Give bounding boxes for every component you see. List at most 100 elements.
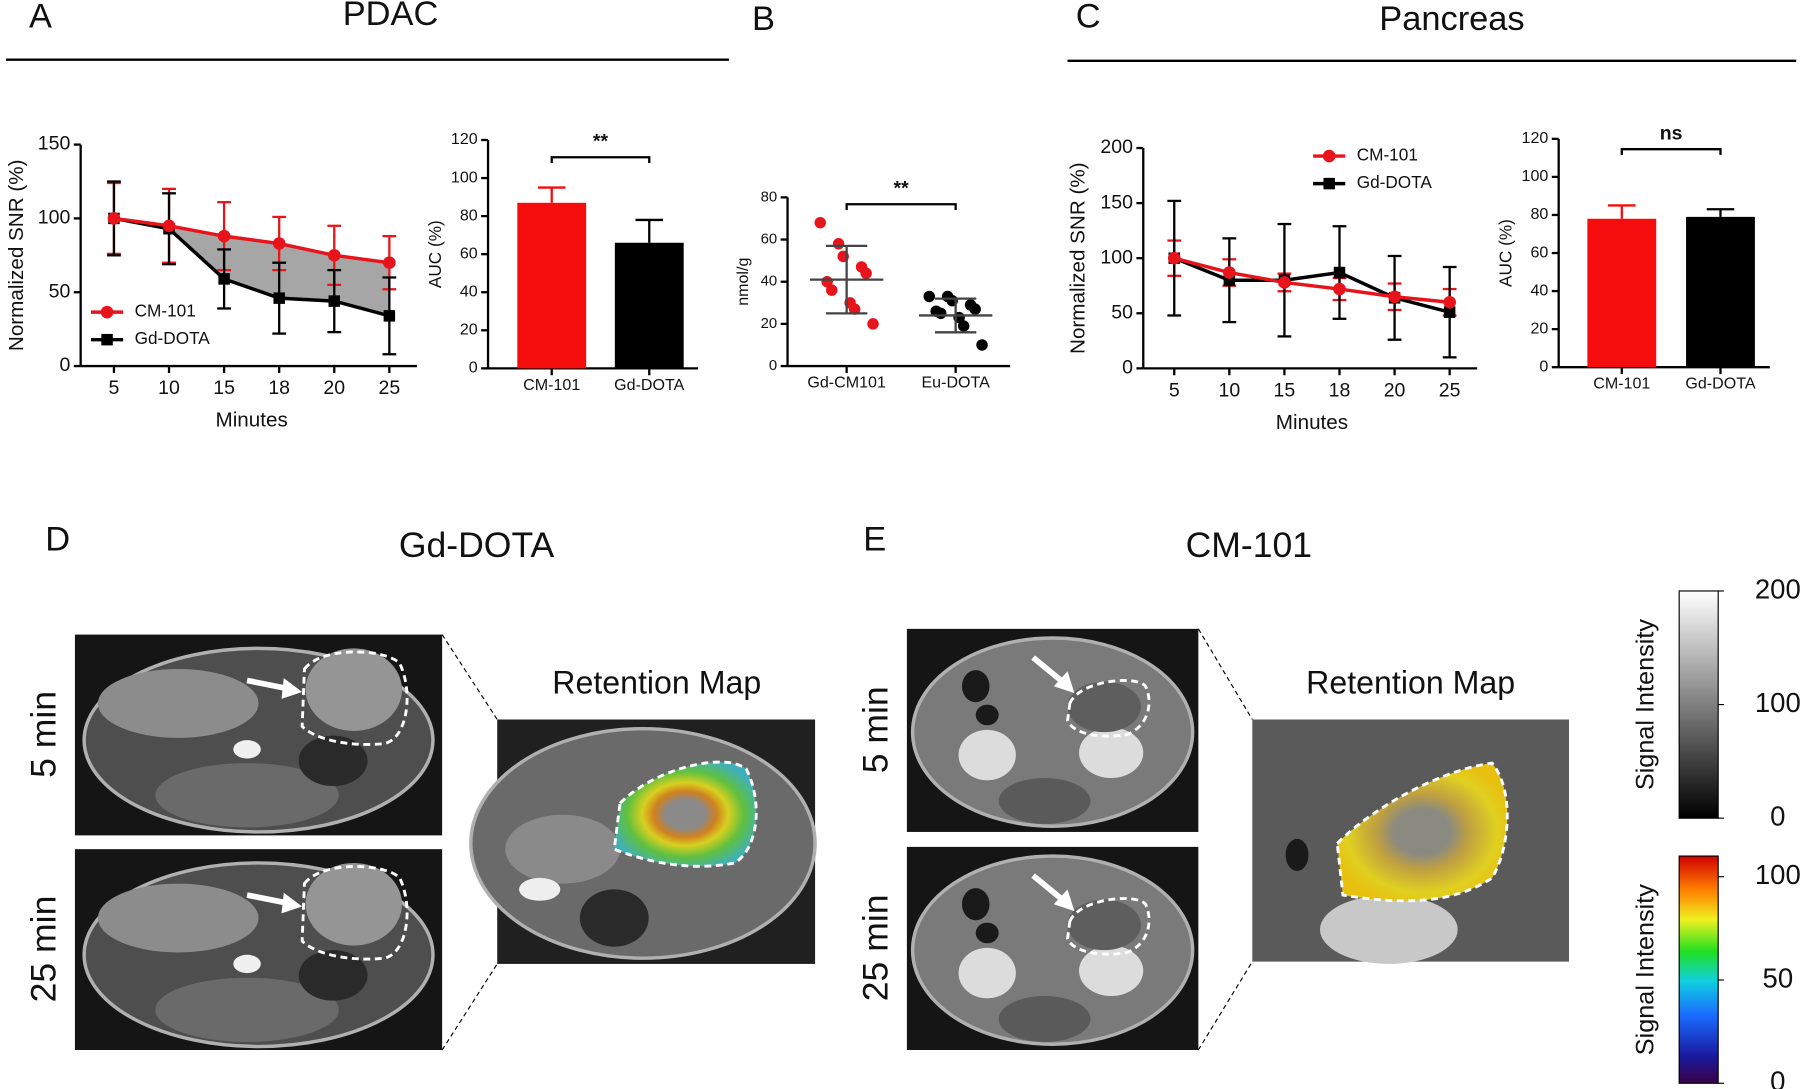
marker: [383, 256, 396, 270]
y-tick-label: 40: [761, 274, 778, 290]
error-bar: [635, 218, 664, 243]
marker: [1333, 282, 1346, 296]
point: [860, 267, 872, 280]
point: [825, 284, 838, 296]
y-tick-label: 60: [1530, 243, 1548, 261]
series-line: [113, 216, 390, 265]
colorbar: [1678, 855, 1719, 1084]
colorbar-label: Signal Intensity: [1632, 884, 1660, 1056]
point: [867, 318, 879, 330]
y-tick-label: 0: [1539, 357, 1548, 375]
marker: [273, 292, 285, 304]
y-tick-label: 100: [38, 207, 71, 229]
point: [848, 303, 861, 315]
series-line: [1173, 256, 1451, 314]
x-axis-label: Minutes: [216, 409, 288, 432]
legend-label: Gd-DOTA: [1357, 172, 1433, 192]
y-axis-label: Normalized SNR (%): [5, 160, 28, 352]
time-label: 25 min: [856, 894, 896, 1001]
y-tick-label: 40: [460, 282, 478, 300]
bar: [1587, 218, 1657, 368]
colorbar-label: Signal Intensity: [1632, 619, 1660, 791]
significance-bracket: [550, 156, 651, 163]
marker: [1443, 295, 1456, 309]
colorbar-tick-label: 0: [1770, 1066, 1785, 1089]
series-line: [1173, 256, 1450, 304]
significance-label: **: [894, 177, 910, 199]
marker: [217, 229, 231, 243]
map-title: Retention Map: [552, 665, 761, 701]
x-tick-label: 20: [1384, 379, 1406, 401]
y-axis-label: AUC (%): [1496, 219, 1516, 287]
marker: [162, 219, 176, 233]
legend-marker: [1323, 177, 1335, 190]
x-tick-label: 5: [1169, 379, 1180, 401]
legend-marker: [1322, 149, 1336, 163]
marker: [328, 295, 341, 307]
y-axis-label: AUC (%): [425, 220, 445, 288]
x-tick-label: 10: [1218, 379, 1240, 401]
panel-letter: C: [1076, 0, 1101, 35]
y-tick-label: 200: [1100, 136, 1133, 158]
significance-bracket: [845, 203, 957, 210]
x-tick-label: 20: [323, 377, 345, 399]
bar: [517, 202, 587, 369]
panel-title: CM-101: [1186, 525, 1312, 565]
retention-map: [469, 719, 817, 964]
error-bar: [1706, 208, 1735, 217]
panel-letter: E: [863, 521, 886, 559]
x-tick-label: Eu-DOTA: [921, 374, 990, 392]
y-tick-label: 80: [1530, 205, 1548, 223]
y-tick-label: 20: [761, 316, 778, 332]
legend-label: CM-101: [1357, 145, 1418, 165]
x-tick-label: 18: [268, 377, 290, 399]
significance-label: **: [593, 130, 609, 152]
y-axis-label: nmol/g: [734, 258, 752, 306]
panel-letter: D: [45, 521, 70, 559]
map-title: Retention Map: [1306, 665, 1515, 701]
marker: [1333, 266, 1346, 279]
significance-label: ns: [1660, 122, 1683, 144]
point: [832, 238, 845, 250]
panel-letter: A: [29, 0, 52, 35]
marker: [383, 310, 396, 322]
x-tick-label: 5: [109, 377, 120, 399]
y-tick-label: 150: [38, 133, 71, 155]
retention-map: [1252, 719, 1570, 964]
bar: [1686, 216, 1755, 368]
error-bar: [1608, 204, 1636, 219]
panel-letter: B: [752, 0, 775, 38]
significance-bracket: [1620, 148, 1722, 155]
y-tick-label: 120: [451, 130, 478, 148]
colorbar-tick-label: 100: [1755, 859, 1800, 890]
marker: [1223, 274, 1236, 286]
x-tick-label: Gd-DOTA: [614, 376, 684, 394]
x-tick-label: CM-101: [523, 376, 580, 394]
mri-slice: [75, 849, 442, 1050]
y-tick-label: 20: [460, 321, 478, 339]
zoom-line: [441, 634, 498, 720]
y-tick-label: 150: [1100, 191, 1133, 213]
time-label: 5 min: [856, 686, 896, 773]
error-bar: [934, 297, 977, 334]
colorbar-tick-label: 200: [1755, 573, 1800, 604]
x-tick-label: 15: [213, 377, 235, 399]
error-bar: [537, 186, 566, 203]
x-tick-label: Gd-CM101: [807, 374, 886, 392]
series-line: [113, 216, 390, 318]
y-tick-label: 80: [460, 206, 478, 224]
point: [934, 307, 947, 320]
marker: [107, 212, 121, 225]
time-label: 25 min: [24, 896, 64, 1003]
x-tick-label: Gd-DOTA: [1685, 375, 1755, 393]
y-tick-label: 0: [769, 358, 777, 374]
marker: [1278, 276, 1291, 289]
marker: [272, 237, 286, 250]
y-tick-label: 80: [761, 189, 778, 205]
colorbar: [1678, 590, 1719, 819]
y-tick-label: 100: [1100, 246, 1133, 268]
legend-marker: [101, 333, 113, 346]
y-tick-label: 20: [1530, 319, 1548, 337]
